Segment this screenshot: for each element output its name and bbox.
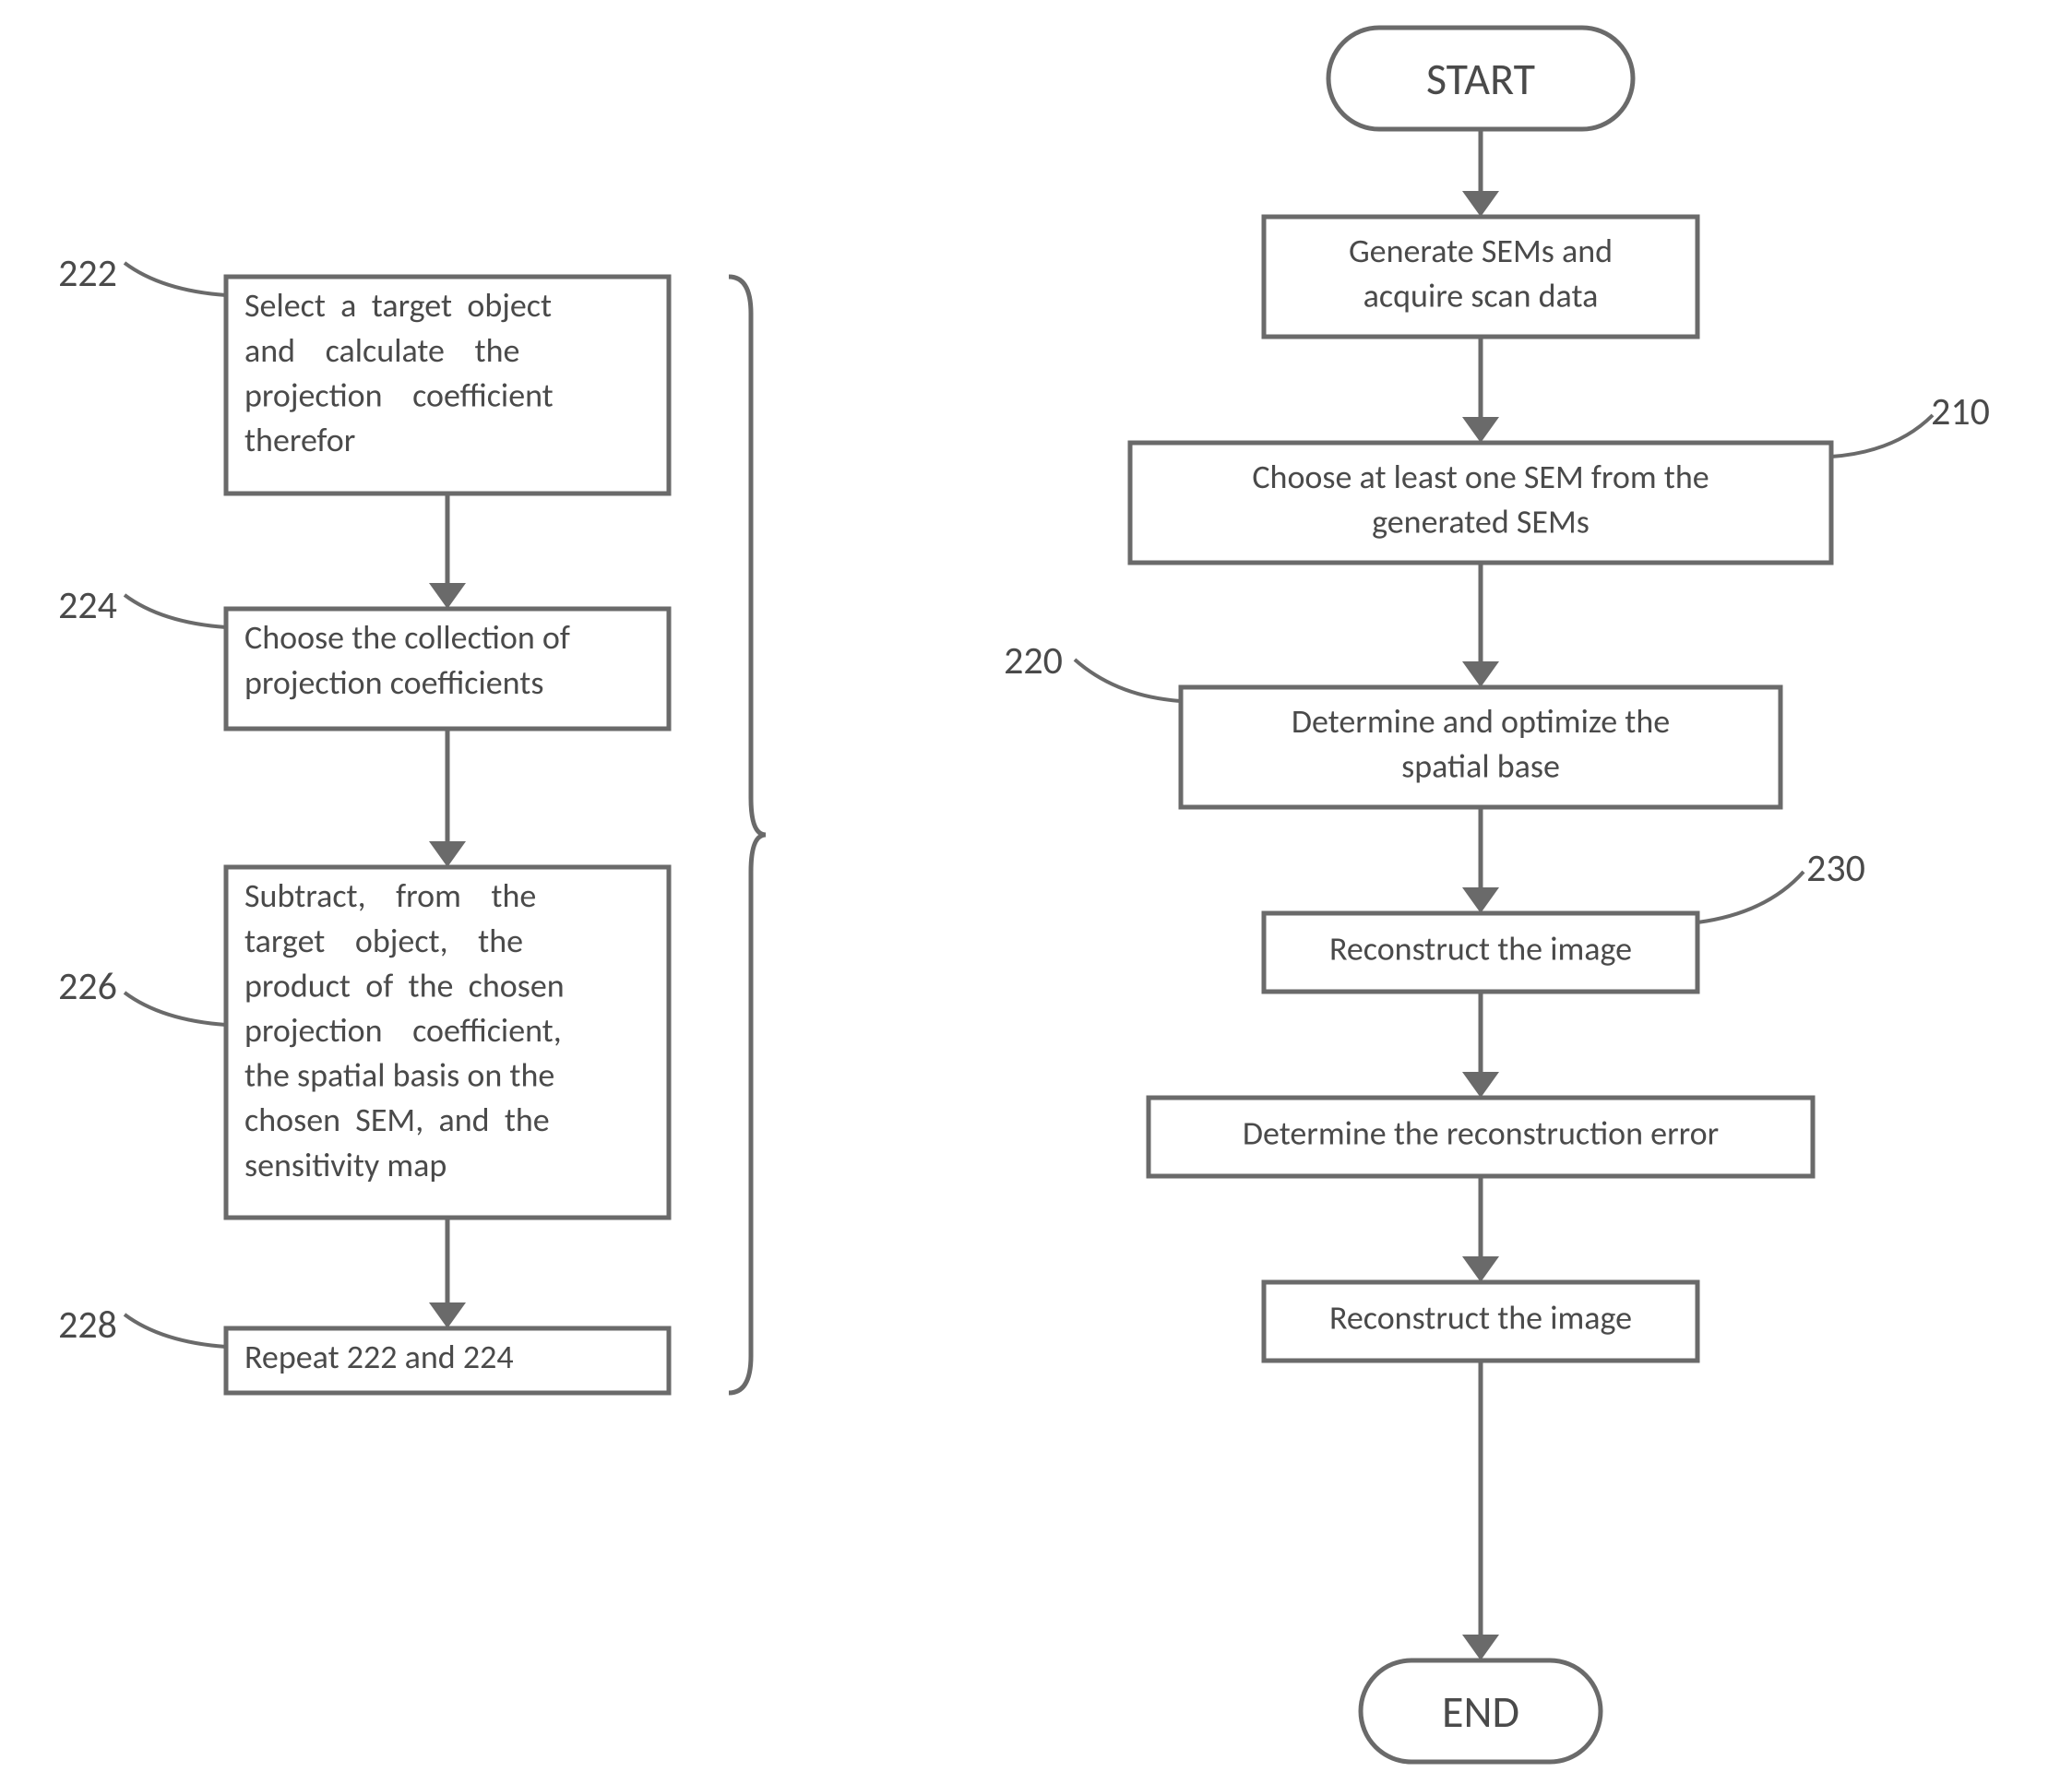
ref-label-text: 228 bbox=[58, 1302, 117, 1349]
l226-text: chosen SEM, and the bbox=[244, 1100, 550, 1140]
arrow bbox=[1462, 129, 1499, 217]
l222-text: Select a target object bbox=[244, 285, 552, 326]
choose_sem-text: generated SEMs bbox=[1372, 501, 1590, 541]
reconstruct2-text: Reconstruct the image bbox=[1329, 1298, 1632, 1338]
ref-label-text: 226 bbox=[58, 963, 117, 1010]
l226-text: sensitivity map bbox=[244, 1145, 447, 1185]
determine_base-box: Determine and optimize thespatial base bbox=[1181, 687, 1780, 807]
determine_error-text: Determine the reconstruction error bbox=[1243, 1113, 1719, 1154]
reconstruct1-box: Reconstruct the image bbox=[1264, 913, 1697, 992]
l222-text: therefor bbox=[244, 420, 355, 460]
determine_base-text: spatial base bbox=[1401, 745, 1560, 786]
ref-label-text: 220 bbox=[1004, 637, 1063, 684]
ref-label: 226 bbox=[58, 963, 226, 1025]
arrow bbox=[1462, 337, 1499, 443]
ref-label: 230 bbox=[1697, 845, 1865, 922]
ref-label: 210 bbox=[1831, 388, 1990, 457]
l222-text: projection coefficient bbox=[244, 375, 554, 415]
arrow bbox=[429, 494, 466, 609]
l228-box: Repeat 222 and 224 bbox=[226, 1328, 669, 1393]
ref-label-text: 230 bbox=[1806, 845, 1865, 892]
arrow bbox=[1462, 992, 1499, 1098]
terminal-start: START bbox=[1328, 28, 1633, 129]
l228-text: Repeat 222 and 224 bbox=[244, 1337, 514, 1377]
generate-box: Generate SEMs andacquire scan data bbox=[1264, 217, 1697, 337]
l222-text: and calculate the bbox=[244, 330, 519, 371]
determine_error-box: Determine the reconstruction error bbox=[1149, 1098, 1813, 1176]
ref-label: 224 bbox=[58, 582, 226, 629]
l226-text: projection coefficient, bbox=[244, 1010, 562, 1051]
arrow bbox=[429, 729, 466, 867]
l226-text: Subtract, from the bbox=[244, 875, 536, 916]
ref-label: 222 bbox=[58, 250, 226, 297]
generate-text: Generate SEMs and bbox=[1349, 231, 1613, 271]
flowchart-canvas: START END Generate SEMs andacquire scan da… bbox=[0, 0, 2072, 1784]
l224-text: Choose the collection of bbox=[244, 617, 570, 658]
ref-label: 228 bbox=[58, 1302, 226, 1349]
arrow bbox=[1462, 1361, 1499, 1660]
arrow bbox=[429, 1218, 466, 1328]
arrow bbox=[1462, 807, 1499, 913]
l224-text: projection coefficients bbox=[244, 662, 543, 703]
l226-text: the spatial basis on the bbox=[244, 1055, 554, 1096]
terminal-end: END bbox=[1361, 1660, 1601, 1762]
choose_sem-box: Choose at least one SEM from thegenerate… bbox=[1130, 443, 1831, 563]
reconstruct2-box: Reconstruct the image bbox=[1264, 1282, 1697, 1361]
l222-box: Select a target objectand calculate thep… bbox=[226, 277, 669, 494]
reconstruct1-text: Reconstruct the image bbox=[1329, 929, 1632, 969]
curly-bracket bbox=[729, 277, 766, 1393]
ref-label: 220 bbox=[1004, 637, 1181, 701]
generate-text: acquire scan data bbox=[1363, 275, 1599, 315]
ref-label-text: 210 bbox=[1931, 388, 1990, 435]
l224-box: Choose the collection ofprojection coeff… bbox=[226, 609, 669, 729]
l226-text: target object, the bbox=[244, 921, 523, 961]
terminal-label: END bbox=[1442, 1684, 1519, 1739]
ref-label-text: 222 bbox=[58, 250, 117, 297]
choose_sem-text: Choose at least one SEM from the bbox=[1252, 457, 1709, 497]
l226-box: Subtract, from the target object, theprod… bbox=[226, 867, 669, 1218]
determine_base-text: Determine and optimize the bbox=[1292, 701, 1670, 742]
l226-text: product of the chosen bbox=[244, 965, 565, 1005]
ref-label-text: 224 bbox=[58, 582, 117, 629]
terminal-label: START bbox=[1426, 52, 1535, 106]
arrow bbox=[1462, 563, 1499, 687]
arrow bbox=[1462, 1176, 1499, 1282]
